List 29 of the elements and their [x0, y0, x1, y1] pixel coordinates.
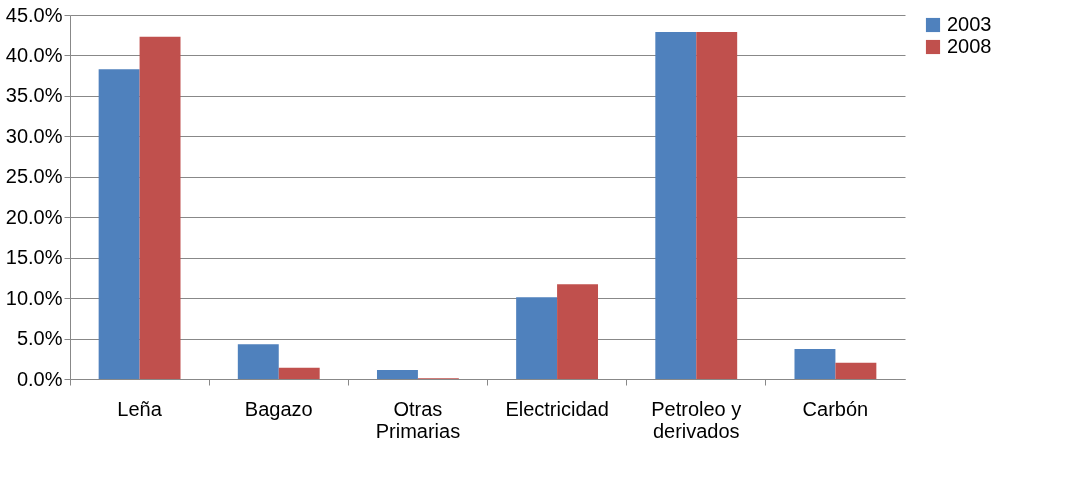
- bar: [794, 349, 836, 379]
- x-tick-label: Carbón: [802, 397, 869, 420]
- bar: [655, 31, 697, 379]
- legend-label: 2003: [947, 13, 992, 35]
- y-tick-label: 40.0%: [5, 43, 63, 66]
- bar: [696, 31, 738, 379]
- y-tick-label: 20.0%: [5, 205, 63, 228]
- y-tick-label: 25.0%: [5, 165, 63, 188]
- bar: [376, 370, 418, 379]
- x-tick-label: Electricidad: [505, 397, 609, 420]
- y-tick-label: 0.0%: [16, 367, 63, 390]
- y-tick-label: 5.0%: [16, 327, 63, 350]
- legend-label: 2008: [947, 35, 992, 57]
- y-tick-label: 35.0%: [5, 84, 63, 107]
- x-tick-label: Otras Primarias: [375, 397, 461, 442]
- y-tick-label: 15.0%: [5, 246, 63, 269]
- x-tick-label: Leña: [117, 397, 163, 420]
- bar: [516, 297, 558, 379]
- bar: [139, 36, 181, 379]
- y-tick-label: 30.0%: [5, 124, 63, 147]
- bar: [98, 69, 140, 379]
- x-tick-label: Petroleo y derivados: [651, 397, 742, 442]
- bar: [557, 284, 599, 379]
- x-tick-label: Bagazo: [244, 397, 313, 420]
- bar: [835, 362, 877, 379]
- bar: [237, 344, 279, 379]
- y-tick-label: 45.0%: [5, 3, 63, 26]
- y-tick-label: 10.0%: [5, 286, 63, 309]
- bar: [278, 367, 320, 379]
